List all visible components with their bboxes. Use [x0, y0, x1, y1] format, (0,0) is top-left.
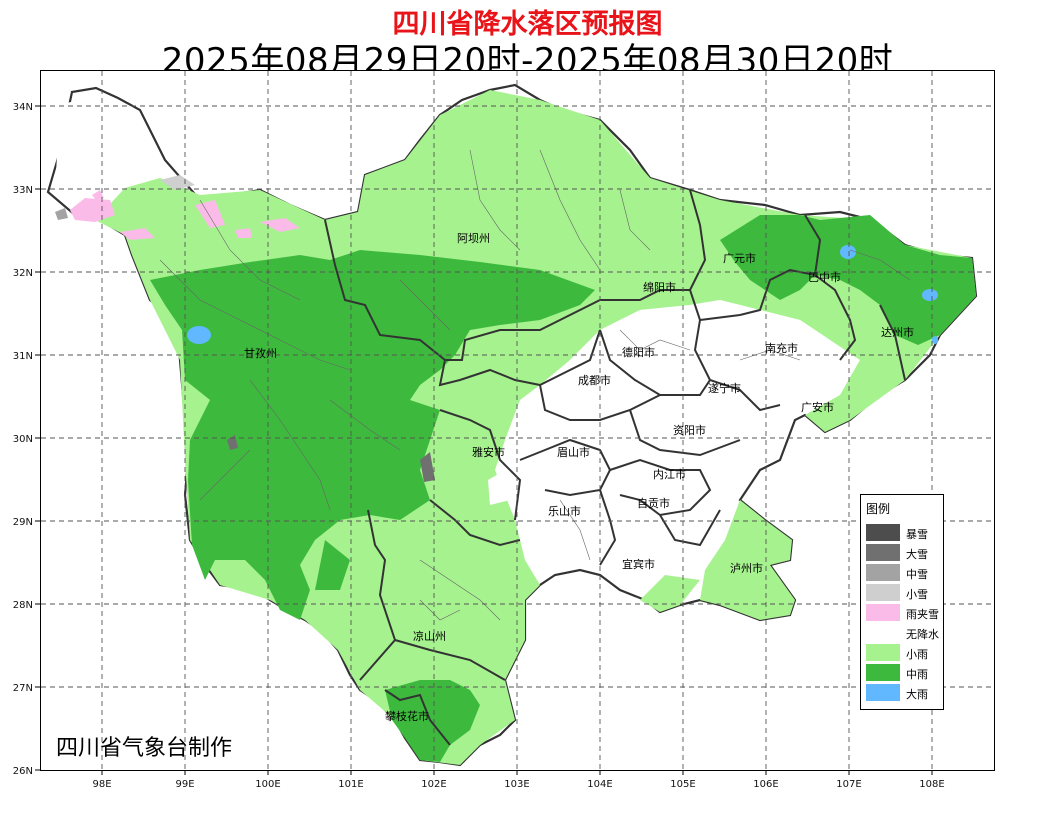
x-tick-label: 101E	[338, 779, 363, 790]
region-label: 雅安市	[472, 445, 505, 459]
region-label: 眉山市	[557, 445, 590, 459]
region-label: 宜宾市	[622, 557, 655, 571]
y-tick-label: 34N	[13, 102, 33, 113]
map-title: 四川省降水落区预报图	[392, 9, 663, 40]
x-tick-label: 102E	[421, 779, 446, 790]
prefecture-boundaries	[324, 189, 906, 746]
legend-swatch	[866, 604, 900, 621]
legend-label: 中雪	[906, 568, 928, 581]
y-tick-label: 29N	[13, 517, 33, 528]
legend-item-no-precipitation: 无降水	[866, 624, 944, 643]
sleet-area	[70, 190, 300, 240]
legend-swatch	[866, 684, 900, 701]
legend-item-heavy-rain: 大雨	[866, 684, 944, 703]
legend-item-heavy-snow: 大雪	[866, 544, 944, 563]
region-label: 广安市	[801, 400, 834, 414]
axis-ticks	[35, 105, 933, 775]
x-tick-label: 104E	[587, 779, 612, 790]
legend-label: 大雨	[906, 688, 928, 701]
legend-item-blizzard: 暴雪	[866, 524, 944, 543]
city-labels: 阿坝州 甘孜州 广元市 巴中市 绵阳市 达州市 德阳市 南充市 成都市 遂宁市 …	[244, 231, 914, 723]
legend-title: 图例	[866, 502, 891, 516]
region-label: 阿坝州	[457, 231, 490, 245]
no-precipitation-area	[55, 95, 840, 590]
region-label: 广元市	[723, 251, 756, 265]
legend-item-light-rain: 小雨	[866, 644, 944, 663]
region-label: 凉山州	[413, 629, 446, 643]
legend-swatch	[866, 644, 900, 661]
legend-label: 暴雪	[906, 528, 928, 541]
producer-credit: 四川省气象台制作	[56, 736, 233, 761]
y-tick-label: 32N	[13, 268, 33, 279]
region-label: 达州市	[881, 325, 914, 339]
y-axis-labels: 34N 33N 32N 31N 30N 29N 28N 27N 26N	[13, 102, 33, 777]
y-tick-label: 28N	[13, 600, 33, 611]
legend: 图例 暴雪 大雪 中雪 小雪 雨夹雪 无降水 小雨 中雨 大雨	[860, 494, 944, 710]
legend-swatch	[866, 624, 900, 641]
region-label: 南充市	[765, 341, 798, 355]
graticule	[41, 71, 994, 770]
legend-item-moderate-rain: 中雨	[866, 664, 944, 683]
heavy-rain-area	[187, 245, 938, 344]
region-label: 甘孜州	[244, 346, 277, 360]
legend-swatch	[866, 544, 900, 561]
legend-swatch	[866, 564, 900, 581]
x-tick-label: 100E	[255, 779, 280, 790]
moderate-rain-area	[150, 215, 976, 762]
x-tick-label: 99E	[175, 779, 194, 790]
legend-item-sleet: 雨夹雪	[866, 604, 944, 623]
region-label: 德阳市	[622, 345, 655, 359]
legend-label: 雨夹雪	[906, 608, 939, 621]
region-label: 资阳市	[673, 423, 706, 437]
y-tick-label: 27N	[13, 683, 33, 694]
y-tick-label: 26N	[13, 766, 33, 777]
y-tick-label: 33N	[13, 185, 33, 196]
region-label: 泸州市	[730, 561, 763, 575]
x-tick-label: 98E	[92, 779, 111, 790]
region-label: 绵阳市	[643, 280, 676, 294]
legend-label: 中雨	[906, 668, 928, 681]
x-tick-label: 107E	[836, 779, 861, 790]
county-boundaries	[159, 149, 911, 621]
legend-swatch	[866, 524, 900, 541]
region-label: 成都市	[578, 373, 611, 387]
legend-label: 小雨	[906, 648, 928, 661]
region-label: 自贡市	[637, 496, 670, 510]
region-label: 遂宁市	[708, 381, 741, 395]
region-label: 内江市	[653, 467, 686, 481]
region-label: 攀枝花市	[385, 709, 429, 723]
region-label: 巴中市	[808, 270, 841, 284]
legend-label: 无降水	[906, 628, 939, 641]
legend-item-moderate-snow: 中雪	[866, 564, 944, 583]
snow-area	[55, 175, 435, 482]
y-tick-label: 30N	[13, 434, 33, 445]
x-axis-labels: 98E 99E 100E 101E 102E 103E 104E 105E 10…	[92, 779, 944, 790]
legend-swatch	[866, 664, 900, 681]
x-tick-label: 106E	[753, 779, 778, 790]
y-tick-label: 31N	[13, 351, 33, 362]
x-tick-label: 103E	[504, 779, 529, 790]
legend-item-light-snow: 小雪	[866, 584, 944, 603]
legend-label: 大雪	[906, 548, 928, 561]
legend-swatch	[866, 584, 900, 601]
x-tick-label: 105E	[670, 779, 695, 790]
region-label: 乐山市	[548, 504, 581, 518]
legend-label: 小雪	[906, 588, 928, 601]
x-tick-label: 108E	[919, 779, 944, 790]
